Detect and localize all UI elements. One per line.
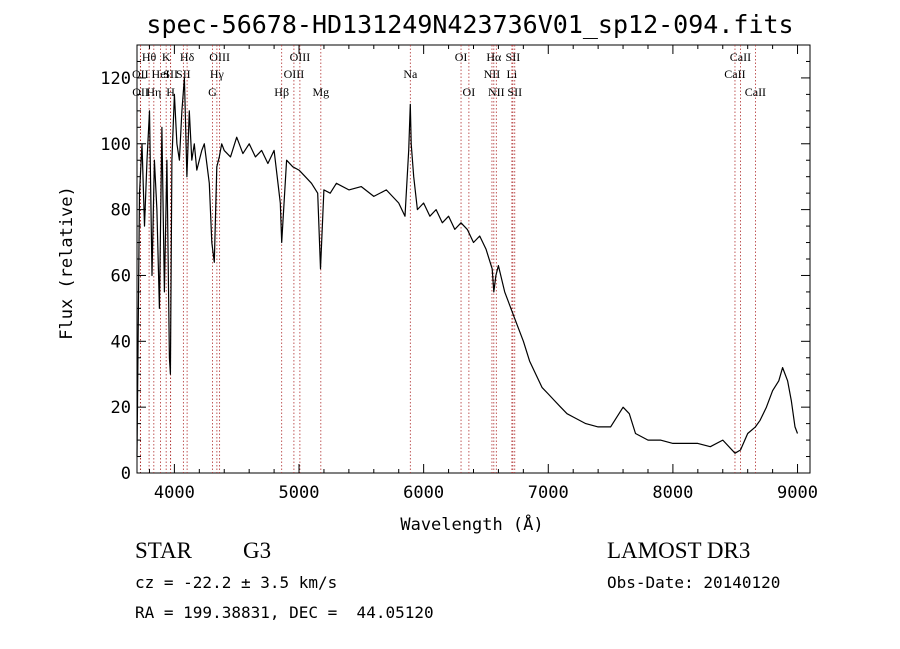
line-label: HeI	[152, 67, 170, 81]
line-label: OI	[463, 85, 476, 99]
y-tick-label: 20	[111, 398, 131, 418]
y-tick-label: 60	[111, 266, 131, 286]
y-tick-label: 0	[121, 464, 131, 484]
line-label: Hγ	[210, 67, 225, 81]
x-tick-label: 6000	[403, 483, 444, 503]
obs-date: Obs-Date: 20140120	[607, 573, 781, 592]
line-label: OIII	[290, 50, 311, 64]
plot-area	[136, 44, 811, 474]
line-label: SII	[507, 85, 522, 99]
line-label: CaII	[745, 85, 766, 99]
line-label: Hα	[486, 50, 502, 64]
object-class: STAR	[135, 538, 192, 563]
line-label: OII	[132, 67, 149, 81]
spectrum-series	[136, 77, 799, 457]
x-tick-label: 4000	[154, 483, 195, 503]
line-label: K	[162, 50, 171, 64]
spectral-subclass: G3	[243, 538, 272, 563]
x-axis-label: Wavelength (Å)	[400, 513, 543, 535]
survey-name: LAMOST DR3	[607, 538, 751, 563]
line-label: SII	[506, 50, 521, 64]
line-label: Hβ	[274, 85, 289, 99]
line-label: OIII	[284, 67, 305, 81]
spectral-line-markers	[139, 45, 756, 473]
line-label: Na	[403, 67, 418, 81]
x-tick-label: 7000	[528, 483, 569, 503]
velocity-text: cz = -22.2 ± 3.5 km/s	[135, 573, 338, 592]
axes: 4000 5000 6000 7000 8000 9000 0 20 40 60 80 100 120	[100, 45, 818, 503]
line-label: SII	[176, 67, 191, 81]
plot-frame	[136, 44, 811, 474]
line-label: Hθ	[142, 50, 157, 64]
line-label: NII	[484, 67, 501, 81]
y-tick-label: 40	[111, 332, 131, 352]
line-label: Hδ	[180, 50, 195, 64]
chart-title: spec-56678-HD131249N423736V01_sp12-094.f…	[146, 10, 793, 39]
line-label: SII	[163, 67, 178, 81]
y-tick-label: 120	[100, 69, 131, 89]
y-tick-label: 80	[111, 201, 131, 221]
line-label: CaII	[730, 50, 751, 64]
line-label: Mg	[312, 85, 329, 99]
coordinates: RA = 199.38831, DEC = 44.05120	[135, 603, 434, 622]
line-label: G	[208, 85, 217, 99]
line-label: Hη	[146, 85, 161, 99]
x-tick-label: 9000	[777, 483, 818, 503]
x-tick-label: 8000	[652, 483, 693, 503]
y-axis-label: Flux (relative)	[57, 186, 77, 340]
line-label: Li	[507, 67, 518, 81]
line-label: CaII	[724, 67, 745, 81]
line-label: H	[166, 85, 175, 99]
flux-line	[136, 77, 799, 457]
line-label: OI	[455, 50, 468, 64]
x-tick-label: 5000	[279, 483, 320, 503]
line-label: OII	[132, 85, 149, 99]
line-label: NII	[488, 85, 505, 99]
line-label: OIII	[209, 50, 230, 64]
y-tick-label: 100	[100, 135, 131, 155]
